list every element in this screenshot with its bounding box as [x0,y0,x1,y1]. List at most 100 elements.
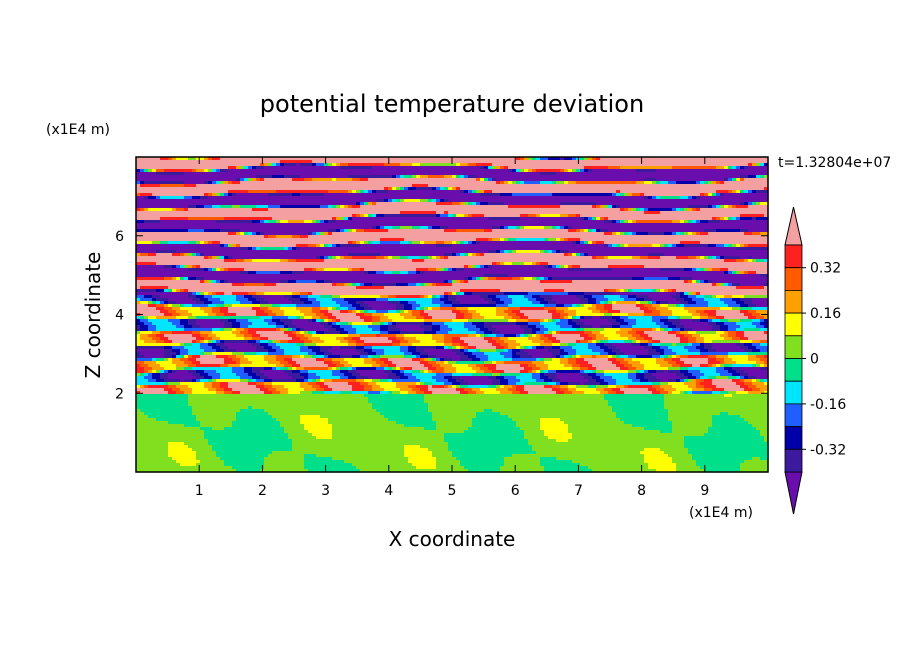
field-cell [344,247,349,251]
field-cell [356,205,361,209]
field-cell [732,241,737,245]
field-cell [588,244,593,248]
field-cell [580,178,585,182]
field-cell [392,160,397,164]
field-cell [712,241,717,245]
field-cell [588,205,593,209]
field-cell [312,172,317,176]
field-cell [552,214,557,218]
field-cell [276,220,281,224]
field-cell [252,229,257,233]
field-cell [684,199,689,203]
field-cell [188,169,193,173]
field-cell [608,229,613,233]
field-cell [736,175,741,179]
field-cell [704,214,709,218]
field-cell [440,181,445,185]
field-cell [560,217,565,221]
field-cell [260,169,265,173]
field-cell [384,160,389,164]
field-cell [340,220,345,224]
field-cell [752,166,757,170]
field-cell [620,190,625,194]
field-cell [140,157,145,161]
field-cell [624,193,629,197]
field-cell [300,211,305,215]
field-cell [440,157,445,161]
field-cell [372,172,377,176]
field-cell [636,241,641,245]
field-cell [180,217,185,221]
field-cell [580,226,585,230]
field-cell [200,238,205,242]
field-cell [244,199,249,203]
field-cell [432,205,437,209]
field-cell [392,220,397,224]
field-cell [572,196,577,200]
field-cell [748,199,753,203]
field-cell [512,214,517,218]
field-cell [556,238,561,242]
field-cell [160,250,165,254]
field-cell [552,199,557,203]
field-cell [632,235,637,239]
field-cell [380,238,385,242]
field-cell [208,193,213,197]
field-cell [324,244,329,248]
field-cell [332,166,337,170]
field-cell [372,214,377,218]
field-cell [568,172,573,176]
field-cell [728,223,733,227]
field-cell [464,244,469,248]
field-cell [576,175,581,179]
field-cell [308,193,313,197]
field-cell [524,247,529,251]
field-cell [588,184,593,188]
field-cell [368,208,373,212]
field-cell [180,232,185,236]
field-cell [536,202,541,206]
field-cell [476,208,481,212]
field-cell [576,241,581,245]
field-cell [700,220,705,224]
field-cell [244,232,249,236]
field-cell [600,199,605,203]
field-cell [608,238,613,242]
field-cell [552,238,557,242]
field-cell [204,202,209,206]
field-cell [640,217,645,221]
field-cell [392,208,397,212]
field-cell [592,229,597,233]
field-cell [632,196,637,200]
field-cell [636,223,641,227]
field-cell [720,241,725,245]
field-cell [656,187,661,191]
field-cell [704,157,709,161]
field-cell [760,223,765,227]
field-cell [672,244,677,248]
field-cell [396,166,401,170]
field-cell [360,226,365,230]
field-cell [380,232,385,236]
field-cell [248,220,253,224]
field-cell [252,169,257,173]
field-cell [520,163,525,167]
field-cell [440,223,445,227]
field-cell [472,190,477,194]
field-cell [172,235,177,239]
field-cell [324,247,329,251]
field-cell [652,187,657,191]
field-cell [688,247,693,251]
field-cell [736,238,741,242]
field-cell [364,169,369,173]
field-cell [136,193,141,197]
field-cell [268,187,273,191]
field-cell [508,184,513,188]
field-cell [664,220,669,224]
field-cell [572,226,577,230]
field-cell [320,211,325,215]
field-cell [276,211,281,215]
field-cell [708,208,713,212]
field-cell [284,241,289,245]
field-cell [232,250,237,254]
